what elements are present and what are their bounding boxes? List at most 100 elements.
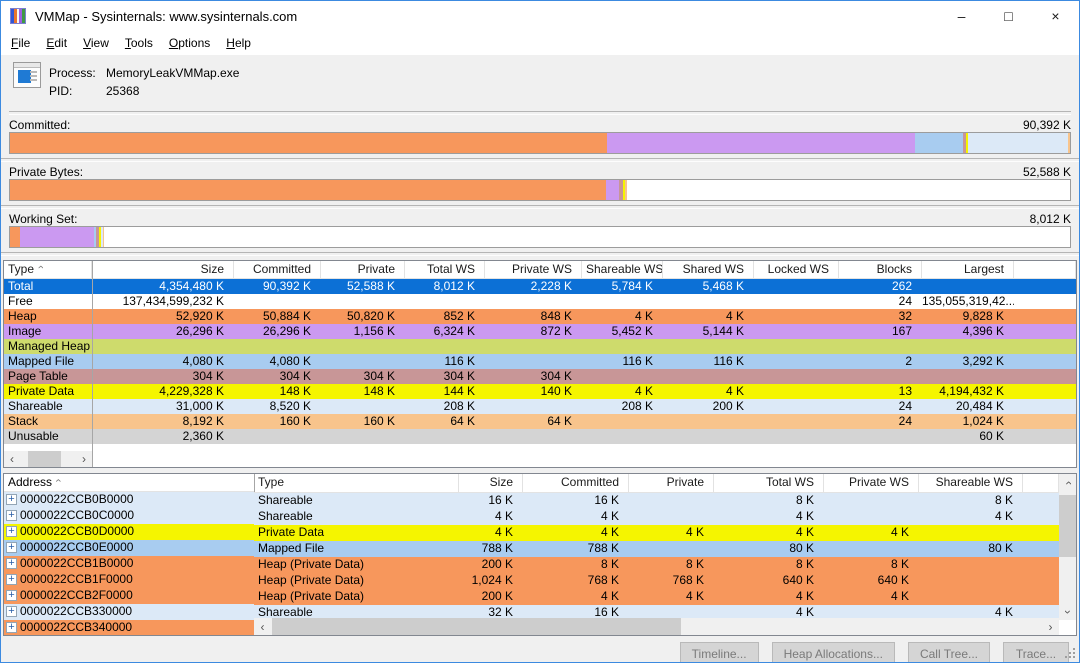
resize-grip-icon[interactable] bbox=[1073, 648, 1075, 650]
detail-col-address[interactable]: Address› bbox=[4, 474, 254, 492]
scroll-left-icon[interactable]: ‹ bbox=[10, 452, 14, 466]
detail-col-size[interactable]: Size bbox=[459, 474, 523, 492]
summary-cell-private-ws: 848 K bbox=[540, 309, 572, 323]
expand-button[interactable]: + bbox=[6, 558, 17, 569]
scroll-right-icon[interactable]: › bbox=[82, 452, 86, 466]
detail-cell-size: 4 K bbox=[494, 525, 513, 539]
detail-horizontal-scrollbar[interactable]: ‹ › bbox=[254, 618, 1059, 635]
summary-cell-blocks: 32 bbox=[898, 309, 912, 323]
close-button[interactable]: × bbox=[1051, 8, 1060, 24]
scroll-down-icon[interactable]: › bbox=[1060, 609, 1075, 614]
detail-col-committed[interactable]: Committed bbox=[523, 474, 629, 492]
timeline-button[interactable]: Timeline... bbox=[679, 642, 759, 662]
detail-cell-size: 4 K bbox=[494, 509, 513, 523]
detail-values-row[interactable]: Heap (Private Data) 200 K 8 K 8 K 8 K 8 K bbox=[254, 557, 1059, 573]
detail-address-row[interactable]: +0000022CCB0B0000 bbox=[4, 492, 254, 508]
summary-cell-shareable-ws: 4 K bbox=[634, 309, 653, 323]
summary-row-free[interactable]: Free 137,434,599,232 K 24 135,055,319,42... bbox=[4, 294, 1076, 309]
summary-horizontal-scrollbar[interactable]: ‹ › bbox=[4, 451, 92, 467]
call-tree-button[interactable]: Call Tree... bbox=[907, 642, 990, 662]
scroll-left-icon[interactable]: ‹ bbox=[260, 619, 265, 634]
detail-vertical-scrollbar[interactable]: › › bbox=[1059, 474, 1076, 620]
summary-col-largest[interactable]: Largest bbox=[922, 261, 1014, 278]
summary-row-managed-heap[interactable]: Managed Heap bbox=[4, 339, 1076, 354]
detail-values-row[interactable]: Heap (Private Data) 1,024 K 768 K 768 K 640 … bbox=[254, 573, 1059, 589]
detail-col-type[interactable]: Type bbox=[254, 474, 459, 492]
expand-button[interactable]: + bbox=[6, 510, 17, 521]
detail-values-row[interactable]: Shareable 32 K 16 K 4 K 4 K bbox=[254, 605, 1059, 621]
summary-col-shared-ws[interactable]: Shared WS bbox=[663, 261, 754, 278]
summary-col-type[interactable]: Type› bbox=[4, 261, 92, 278]
expand-button[interactable]: + bbox=[6, 494, 17, 505]
scrollbar-thumb[interactable] bbox=[1059, 495, 1076, 558]
summary-row-page-table[interactable]: Page Table 304 K 304 K 304 K 304 K 304 K bbox=[4, 369, 1076, 384]
detail-values-row[interactable]: Heap (Private Data) 200 K 4 K 4 K 4 K 4 K bbox=[254, 589, 1059, 605]
expand-button[interactable]: + bbox=[6, 526, 17, 537]
menu-view[interactable]: View bbox=[83, 36, 109, 50]
summary-col-total-ws[interactable]: Total WS bbox=[405, 261, 485, 278]
summary-row-stack[interactable]: Stack 8,192 K 160 K 160 K 64 K 64 K 24 1,024 K bbox=[4, 414, 1076, 429]
menu-edit[interactable]: Edit bbox=[46, 36, 68, 50]
summary-col-private-ws[interactable]: Private WS bbox=[485, 261, 582, 278]
menu-file[interactable]: File bbox=[11, 36, 31, 50]
detail-address-row[interactable]: +0000022CCB1B0000 bbox=[4, 556, 254, 572]
summary-row-shareable[interactable]: Shareable 31,000 K 8,520 K 208 K 208 K 200 K 2… bbox=[4, 399, 1076, 414]
summary-col-blocks[interactable]: Blocks bbox=[839, 261, 922, 278]
detail-col-total-ws[interactable]: Total WS bbox=[714, 474, 824, 492]
detail-address-row[interactable]: +0000022CCB0C0000 bbox=[4, 508, 254, 524]
detail-address-row[interactable]: +0000022CCB2F0000 bbox=[4, 588, 254, 604]
detail-values-row[interactable]: Shareable 16 K 16 K 8 K 8 K bbox=[254, 493, 1059, 509]
scroll-up-icon[interactable]: › bbox=[1060, 480, 1075, 485]
detail-address-row[interactable]: +0000022CCB0E0000 bbox=[4, 540, 254, 556]
summary-row-total[interactable]: Total 4,354,480 K 90,392 K 52,588 K 8,012 K 2… bbox=[4, 279, 1076, 294]
detail-values-row[interactable]: Private Data 4 K 4 K 4 K 4 K 4 K bbox=[254, 525, 1059, 541]
detail-address-row[interactable]: +0000022CCB0D0000 bbox=[4, 524, 254, 540]
summary-row-private-data[interactable]: Private Data 4,229,328 K 148 K 148 K 144 K 14… bbox=[4, 384, 1076, 399]
minimize-button[interactable]: – bbox=[957, 8, 966, 24]
detail-cell-type: Heap (Private Data) bbox=[258, 573, 365, 587]
expand-button[interactable]: + bbox=[6, 590, 17, 601]
scrollbar-thumb[interactable] bbox=[28, 451, 61, 467]
scroll-right-icon[interactable]: › bbox=[1048, 619, 1053, 634]
detail-cell-private: 4 K bbox=[685, 589, 704, 603]
pane-divider[interactable] bbox=[92, 261, 93, 467]
menu-options[interactable]: Options bbox=[168, 36, 211, 50]
detail-values-row[interactable]: Mapped File 788 K 788 K 80 K 80 K bbox=[254, 541, 1059, 557]
expand-button[interactable]: + bbox=[6, 622, 17, 633]
maximize-button[interactable]: □ bbox=[1004, 8, 1013, 24]
summary-col-shareable-ws[interactable]: Shareable WS bbox=[582, 261, 663, 278]
summary-cell-largest: 20,484 K bbox=[955, 399, 1004, 413]
address-text: 0000022CCB1F0000 bbox=[20, 572, 133, 586]
detail-address-row[interactable]: +0000022CCB340000 bbox=[4, 620, 254, 635]
summary-col-committed[interactable]: Committed bbox=[234, 261, 321, 278]
detail-address-row[interactable]: +0000022CCB1F0000 bbox=[4, 572, 254, 588]
summary-col-size[interactable]: Size bbox=[92, 261, 234, 278]
detail-address-row[interactable]: +0000022CCB330000 bbox=[4, 604, 254, 620]
summary-row-image[interactable]: Image 26,296 K 26,296 K 1,156 K 6,324 K 872 K… bbox=[4, 324, 1076, 339]
summary-row-heap[interactable]: Heap 52,920 K 50,884 K 50,820 K 852 K 848 K 4 … bbox=[4, 309, 1076, 324]
summary-cell-type: Image bbox=[8, 324, 42, 338]
detail-values-row[interactable]: Shareable 4 K 4 K 4 K 4 K bbox=[254, 509, 1059, 525]
expand-button[interactable]: + bbox=[6, 574, 17, 585]
detail-col-shareable-ws[interactable]: Shareable WS bbox=[919, 474, 1023, 492]
summary-row-mapped-file[interactable]: Mapped File 4,080 K 4,080 K 116 K 116 K 116 K… bbox=[4, 354, 1076, 369]
heap-allocations-button[interactable]: Heap Allocations... bbox=[771, 642, 895, 662]
expand-button[interactable]: + bbox=[6, 542, 17, 553]
summary-col-private[interactable]: Private bbox=[321, 261, 405, 278]
detail-col-private[interactable]: Private bbox=[629, 474, 714, 492]
scrollbar-track[interactable] bbox=[20, 451, 76, 467]
summary-row-unusable[interactable]: Unusable 2,360 K 60 K bbox=[4, 429, 1076, 444]
detail-col-private-ws[interactable]: Private WS bbox=[824, 474, 919, 492]
summary-col-locked-ws[interactable]: Locked WS bbox=[754, 261, 839, 278]
address-text: 0000022CCB330000 bbox=[20, 604, 133, 618]
summary-cell-private bbox=[321, 354, 405, 369]
scrollbar-thumb[interactable] bbox=[272, 618, 681, 635]
detail-table-header: Type Size Committed Private Total WS Private … bbox=[254, 474, 1059, 493]
scrollbar-track[interactable] bbox=[1059, 491, 1076, 603]
menu-tools[interactable]: Tools bbox=[124, 36, 153, 50]
scrollbar-track[interactable] bbox=[271, 618, 1042, 635]
menu-help[interactable]: Help bbox=[226, 36, 251, 50]
bar-segment-heap bbox=[10, 227, 20, 247]
expand-button[interactable]: + bbox=[6, 606, 17, 617]
trace-button[interactable]: Trace... bbox=[1003, 642, 1069, 662]
